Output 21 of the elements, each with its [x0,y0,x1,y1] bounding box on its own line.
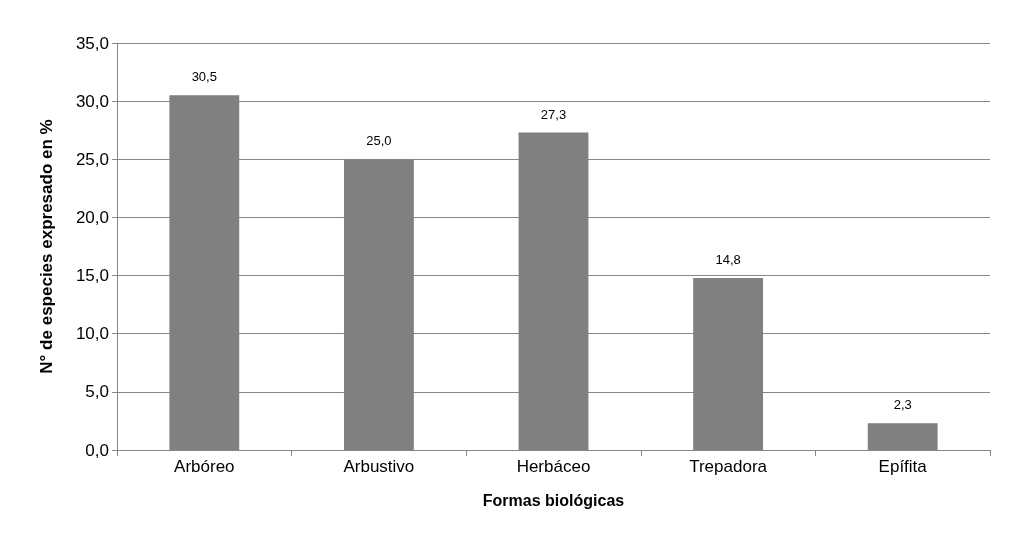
data-label: 2,3 [893,397,912,413]
y-tick-label: 20,0 [75,207,109,227]
x-tick-label: Trepadora [689,457,768,476]
y-tick-label: 25,0 [75,149,109,169]
y-tick-label: 5,0 [85,382,109,402]
x-tick-label: Epífita [878,457,928,476]
x-tick-label: Arbustivo [343,457,415,476]
y-tick-label: 15,0 [75,266,109,286]
bar [867,423,938,450]
x-axis-title: Formas biológicas [482,491,625,509]
data-label: 25,0 [366,133,392,149]
x-tick-label: Herbáceo [516,457,591,476]
data-label: 27,3 [540,106,567,122]
data-label: 30,5 [191,69,217,85]
y-axis-title: N° de especies expresado en % [37,119,56,374]
y-tick-label: 30,0 [75,91,109,111]
data-label: 14,8 [715,251,741,267]
x-tick-label: Arbóreo [174,457,235,476]
y-tick-label: 0,0 [85,440,109,460]
y-tick-label: 10,0 [75,324,109,344]
y-tick-label: 35,0 [75,33,109,53]
